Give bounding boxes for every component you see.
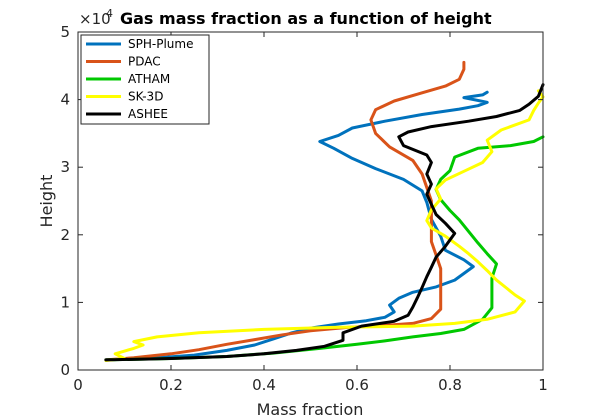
x-tick-label: 1 [538,376,548,394]
legend-item: PDAC [86,55,161,69]
x-tick-label: 0.2 [159,376,183,394]
x-axis-label: Mass fraction [257,400,364,419]
legend-label: ATHAM [128,72,170,86]
legend-items: SPH-Plume PDAC ATHAM SK-3D ASHEE [86,37,193,121]
legend-item: SPH-Plume [86,37,193,51]
legend-label: PDAC [128,55,161,69]
legend: SPH-Plume PDAC ATHAM SK-3D ASHEE [80,34,210,125]
y-tick-label: 4 [60,91,70,109]
legend-item: SK-3D [86,90,163,104]
y-tick-label: 2 [60,226,70,244]
y-tick-label: 1 [60,293,70,311]
x-tick-label: 0.6 [345,376,369,394]
y-exponent-base: ×10 [79,10,111,28]
series-line-pdac [104,60,466,362]
y-tick-label: 5 [60,23,70,41]
y-tick-label: 3 [60,158,70,176]
legend-item: ATHAM [86,72,170,86]
legend-item: ASHEE [86,107,168,121]
ticks-layer: 0 0.2 0.4 0.6 0.8 1 0 1 2 3 4 5 [60,23,547,394]
chart-title: Gas mass fraction as a function of heigh… [120,9,492,28]
y-tick-label: 0 [60,361,70,379]
y-axis-label: Height [37,175,56,228]
legend-label: SK-3D [128,90,163,104]
series-line-ashee [104,83,545,362]
series-layer [104,60,545,362]
x-tick-label: 0 [73,376,83,394]
series-line-atham [104,135,545,362]
legend-label: ASHEE [128,107,168,121]
axes-box [77,31,544,371]
x-tick-label: 0.8 [438,376,462,394]
series-line-sk-3d [104,89,545,362]
x-tick-label: 0.4 [252,376,276,394]
y-exponent-power: 4 [106,7,113,20]
legend-label: SPH-Plume [128,37,193,51]
